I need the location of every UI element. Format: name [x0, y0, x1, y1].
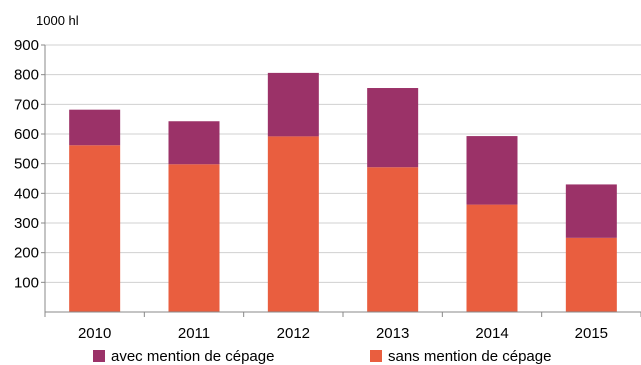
y-axis-ticks: 100 200 300 400 500 600 700 800 900: [14, 37, 45, 291]
bar-series: [69, 72, 617, 312]
y-tick-label: 200: [14, 245, 39, 262]
x-tick-label: 2011: [178, 325, 210, 342]
legend-label-avec: avec mention de cépage: [111, 347, 275, 365]
y-tick-label: 100: [14, 274, 39, 291]
x-tick-label: 2015: [575, 325, 608, 342]
y-tick-label: 400: [14, 185, 39, 202]
y-tick-label: 900: [14, 37, 39, 54]
bar-segment-sans-2013: [367, 167, 419, 312]
bar-segment-avec-2011: [168, 121, 220, 165]
bar-segment-avec-2014: [466, 136, 518, 205]
y-tick-label: 500: [14, 156, 39, 173]
bar-segment-sans-2011: [168, 164, 220, 312]
y-tick-label: 300: [14, 215, 39, 232]
legend-label-sans: sans mention de cépage: [388, 347, 552, 365]
x-tick-label: 2012: [277, 325, 310, 342]
bar-segment-sans-2012: [267, 136, 319, 312]
bar-segment-avec-2010: [69, 109, 121, 146]
bar-segment-sans-2015: [565, 237, 617, 312]
bar-segment-sans-2010: [69, 145, 121, 312]
bar-segment-avec-2013: [367, 88, 419, 168]
x-tick-label: 2010: [78, 325, 111, 342]
legend-item-sans: sans mention de cépage: [370, 347, 551, 365]
x-axis: 2010 2011 2012 2013 2014 2015: [44, 45, 641, 342]
y-tick-label: 700: [14, 96, 39, 113]
bar-segment-avec-2015: [565, 184, 617, 238]
legend-swatch-avec: [93, 350, 105, 362]
x-tick-label: 2014: [475, 325, 508, 342]
y-tick-label: 800: [14, 67, 39, 84]
y-tick-label: 600: [14, 126, 39, 143]
bar-segment-sans-2014: [466, 204, 518, 312]
y-axis-unit-label: 1000 hl: [36, 13, 79, 28]
bar-segment-avec-2012: [267, 72, 319, 137]
legend-item-avec: avec mention de cépage: [93, 347, 274, 365]
gridlines: [45, 44, 641, 283]
x-tick-label: 2013: [376, 325, 409, 342]
legend-swatch-sans: [370, 350, 382, 362]
